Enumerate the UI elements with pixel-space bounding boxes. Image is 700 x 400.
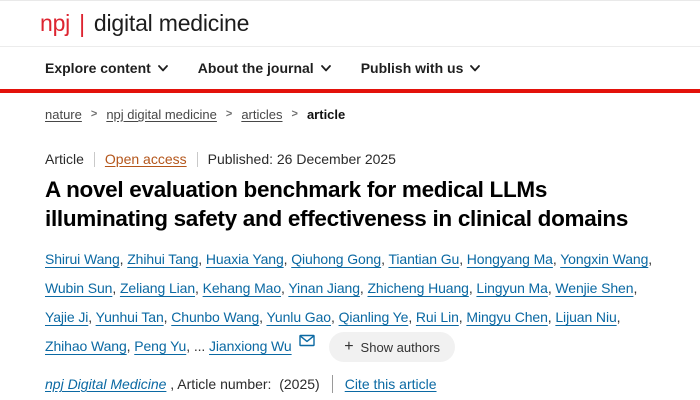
author-link[interactable]: Yunlu Gao xyxy=(266,309,331,325)
logo-journal-name: digital medicine xyxy=(93,10,250,36)
author-separator: , xyxy=(459,251,467,267)
article-header-section: nature > npj digital medicine > articles… xyxy=(0,107,700,394)
author-separator: , xyxy=(283,251,292,267)
author-separator: , xyxy=(126,338,135,354)
article-type-label: Article xyxy=(45,151,84,167)
author-separator: , xyxy=(186,338,194,354)
author-link[interactable]: Lijuan Niu xyxy=(555,309,617,325)
breadcrumb-separator-icon: > xyxy=(90,108,98,120)
nav-menu-item[interactable]: Explore content xyxy=(45,60,168,76)
author-separator: , xyxy=(281,280,289,296)
author-separator: , xyxy=(547,280,556,296)
main-nav: Explore content About the journal Publis… xyxy=(0,47,700,89)
author-link[interactable]: Qiuhong Gong xyxy=(291,251,382,267)
author-link[interactable]: Wenjie Shen xyxy=(555,280,634,296)
author-link[interactable]: Rui Lin xyxy=(415,309,459,325)
citation-divider xyxy=(331,375,333,394)
author-separator: , xyxy=(119,251,128,267)
citation-line: npj Digital Medicine , Article number: (… xyxy=(45,375,660,394)
breadcrumb-links: nature > npj digital medicine > articles… xyxy=(45,107,298,122)
author-separator: , xyxy=(88,309,96,325)
author-link[interactable]: Kehang Mao xyxy=(202,280,282,296)
author-link[interactable]: Shirui Wang xyxy=(45,251,120,267)
author-separator: , xyxy=(359,280,368,296)
author-link[interactable]: Hongyang Ma xyxy=(466,251,553,267)
author-link[interactable]: Zhihao Wang xyxy=(45,338,127,354)
author-separator: , xyxy=(163,309,172,325)
breadcrumb-current: article xyxy=(306,107,346,122)
breadcrumb-separator-icon: > xyxy=(291,108,298,120)
breadcrumb-link[interactable]: articles xyxy=(241,107,283,122)
nav-menu-item[interactable]: Publish with us xyxy=(361,60,481,76)
author-separator: , xyxy=(195,280,203,296)
author-link[interactable]: Qianling Ye xyxy=(338,309,409,325)
journal-name-link[interactable]: npj Digital Medicine xyxy=(45,376,167,393)
author-separator: , xyxy=(259,309,267,325)
nav-menu-item[interactable]: About the journal xyxy=(198,60,331,76)
chevron-down-icon xyxy=(470,64,481,71)
chevron-down-icon xyxy=(157,64,168,71)
cite-this-article-link[interactable]: Cite this article xyxy=(344,376,437,393)
author-separator: , xyxy=(552,251,561,267)
author-separator: , xyxy=(112,280,120,296)
article-title: A novel evaluation benchmark for medical… xyxy=(45,177,629,231)
journal-logo[interactable]: npj | digital medicine xyxy=(40,8,250,38)
article-meta: Article Open access Published: 26 Decemb… xyxy=(45,151,660,167)
breadcrumb-link[interactable]: npj digital medicine xyxy=(106,107,217,122)
chevron-down-icon xyxy=(320,64,331,71)
article-number-text: , Article number: (2025) xyxy=(166,376,320,393)
author-link[interactable]: Yajie Ji xyxy=(45,309,89,325)
author-link[interactable]: Zhicheng Huang xyxy=(367,280,469,296)
author-link[interactable]: Tiantian Gu xyxy=(388,251,460,267)
nav-menu-label: About the journal xyxy=(197,60,314,76)
breadcrumb-link[interactable]: nature xyxy=(45,107,82,122)
author-link[interactable]: Mingyu Chen xyxy=(466,309,548,325)
author-separator: , xyxy=(633,280,638,296)
author-separator: , xyxy=(468,280,477,296)
author-list: Shirui Wang, Zhihui Tang, Huaxia Yang, Q… xyxy=(45,245,660,363)
brand-red-divider xyxy=(0,89,700,93)
breadcrumb-separator-icon: > xyxy=(225,108,233,120)
author-link[interactable]: Peng Yu xyxy=(134,338,187,354)
meta-divider xyxy=(93,151,95,167)
author-link[interactable]: Yongxin Wang xyxy=(560,251,649,267)
nav-menu-label: Publish with us xyxy=(360,60,464,76)
meta-divider xyxy=(196,151,198,167)
corresponding-author-link[interactable]: Jianxiong Wu xyxy=(209,338,292,354)
author-link[interactable]: Huaxia Yang xyxy=(205,251,284,267)
author-link[interactable]: Yunhui Tan xyxy=(95,309,164,325)
show-authors-label: Show authors xyxy=(360,339,441,355)
author-link[interactable]: Zhihui Tang xyxy=(127,251,199,267)
author-separator: , xyxy=(547,309,556,325)
nav-menu-label: Explore content xyxy=(45,60,151,76)
author-links: Shirui Wang, Zhihui Tang, Huaxia Yang, Q… xyxy=(45,251,652,354)
author-separator: , xyxy=(648,251,653,267)
author-separator: , xyxy=(458,309,467,325)
plus-icon: + xyxy=(344,338,354,356)
open-access-link[interactable]: Open access xyxy=(104,151,187,167)
breadcrumb: nature > npj digital medicine > articles… xyxy=(45,107,660,122)
author-separator: , xyxy=(616,309,621,325)
author-link[interactable]: Lingyun Ma xyxy=(476,280,548,296)
author-link[interactable]: Chunbo Wang xyxy=(171,309,260,325)
author-link[interactable]: Zeliang Lian xyxy=(119,280,196,296)
logo-npj: npj xyxy=(40,10,71,36)
author-link[interactable]: Yinan Jiang xyxy=(288,280,360,296)
published-date: Published: 26 December 2025 xyxy=(207,151,396,167)
show-authors-button[interactable]: + Show authors xyxy=(329,332,456,363)
author-separator: , xyxy=(381,251,389,267)
author-separator: , xyxy=(408,309,416,325)
author-ellipsis: ... xyxy=(193,338,206,354)
logo-pipe-divider: | xyxy=(79,8,85,38)
email-envelope-icon[interactable] xyxy=(299,334,316,347)
author-separator: , xyxy=(330,309,339,325)
site-header: npj | digital medicine xyxy=(0,1,700,47)
author-separator: , xyxy=(198,251,206,267)
author-link[interactable]: Wubin Sun xyxy=(45,280,113,296)
